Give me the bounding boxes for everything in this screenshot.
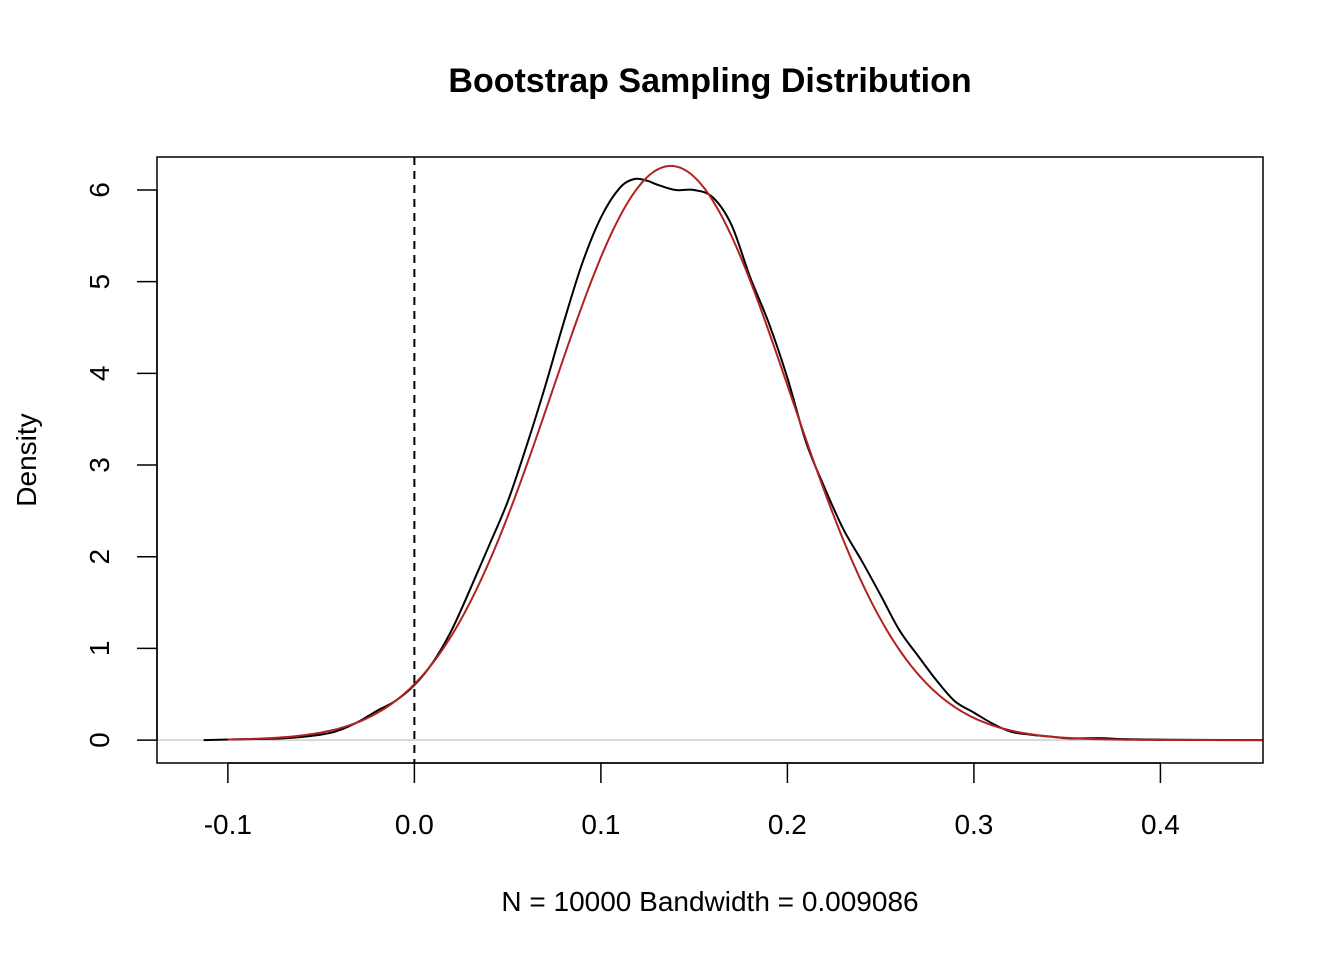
x-tick-label: -0.1	[204, 809, 252, 840]
y-tick-label: 6	[84, 182, 115, 198]
y-tick-label: 4	[84, 366, 115, 382]
y-tick-label: 1	[84, 641, 115, 657]
y-tick-label: 0	[84, 732, 115, 748]
y-axis-label: Density	[11, 413, 42, 506]
x-tick-label: 0.1	[581, 809, 620, 840]
y-tick-label: 3	[84, 457, 115, 473]
x-tick-label: 0.3	[954, 809, 993, 840]
series-line-kernel-density	[203, 177, 1264, 742]
x-tick-label: 0.4	[1141, 809, 1180, 840]
chart-title: Bootstrap Sampling Distribution	[448, 62, 971, 100]
y-tick-label: 2	[84, 549, 115, 565]
y-tick-label: 5	[84, 274, 115, 290]
x-tick-label: 0.2	[768, 809, 807, 840]
plot-area: -0.1 0.0 0.1 0.2 0.3 0.4 0 1 2 3 4 5 6	[84, 156, 1264, 840]
series-line-normal-density	[227, 164, 1263, 742]
plot-frame	[156, 156, 1264, 764]
x-tick-label: 0.0	[395, 809, 434, 840]
x-axis-label: N = 10000 Bandwidth = 0.009086	[501, 886, 918, 917]
